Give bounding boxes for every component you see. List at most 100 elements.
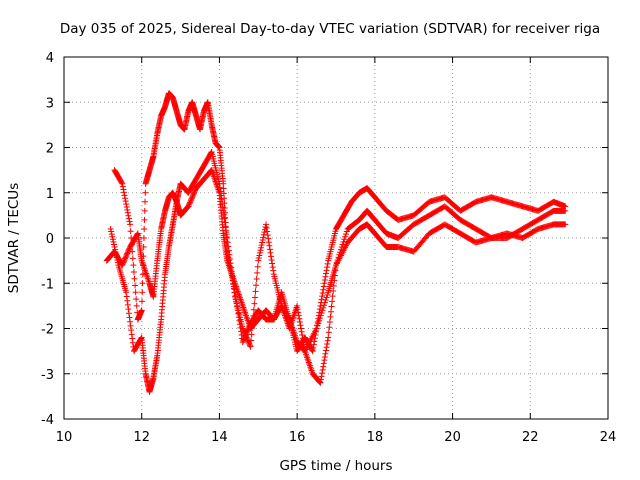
data-point: [110, 238, 117, 245]
data-point: [318, 373, 325, 380]
data-point: [127, 228, 134, 235]
data-point: [296, 319, 303, 326]
data-point: [319, 366, 326, 373]
data-point: [108, 231, 115, 238]
data-point: [323, 344, 330, 351]
data-point: [320, 286, 327, 293]
data-point: [317, 379, 324, 386]
data-point: [295, 309, 302, 316]
data-point: [125, 310, 132, 317]
data-point: [125, 247, 132, 254]
data-point: [342, 231, 349, 238]
data-point: [238, 328, 245, 335]
data-point: [255, 257, 262, 264]
data-point: [319, 289, 326, 296]
data-point: [133, 296, 140, 303]
data-point: [119, 260, 126, 267]
data-point: [309, 348, 316, 355]
data-point: [129, 255, 136, 262]
data-point: [243, 331, 250, 338]
y-axis-label: SDTVAR / TECUs: [6, 183, 22, 293]
data-point: [242, 332, 249, 339]
data-point: [248, 331, 255, 338]
data-point: [294, 302, 301, 309]
data-point: [323, 270, 330, 277]
data-point: [324, 341, 331, 348]
data-point: [237, 324, 244, 331]
data-point: [234, 303, 241, 310]
data-point: [243, 330, 250, 337]
data-point: [338, 244, 345, 251]
data-point: [324, 291, 331, 298]
data-point: [141, 207, 148, 214]
data-point: [320, 363, 327, 370]
data-point: [298, 328, 305, 335]
data-point: [246, 323, 253, 330]
data-point: [256, 249, 263, 256]
data-point: [264, 228, 271, 235]
data-point: [334, 256, 341, 263]
data-point: [248, 337, 255, 344]
data-point: [107, 225, 114, 232]
data-point: [123, 289, 130, 296]
data-point: [240, 336, 247, 343]
data-point: [255, 255, 262, 262]
data-point: [189, 194, 196, 201]
y-tick-label: 1: [46, 187, 54, 202]
data-point: [322, 350, 329, 357]
data-point: [323, 347, 330, 354]
data-point: [122, 198, 129, 205]
data-point: [326, 319, 333, 326]
data-point: [294, 306, 301, 313]
data-point: [124, 297, 131, 304]
data-point: [318, 299, 325, 306]
data-point: [322, 297, 329, 304]
data-point: [187, 199, 194, 206]
data-point: [125, 215, 132, 222]
data-point: [250, 306, 257, 313]
x-tick-label: 20: [444, 430, 461, 445]
data-point: [322, 273, 329, 280]
data-point: [329, 293, 336, 300]
data-point: [125, 246, 132, 253]
data-point: [109, 233, 116, 240]
data-point: [128, 327, 135, 334]
data-point: [109, 236, 116, 243]
data-point: [299, 331, 306, 338]
data-point: [125, 212, 132, 219]
data-point: [328, 303, 335, 310]
data-point: [310, 344, 317, 351]
data-point: [266, 242, 273, 249]
data-point: [124, 206, 131, 213]
data-point: [236, 317, 243, 324]
data-point: [320, 360, 327, 367]
data-point: [310, 341, 317, 348]
data-point: [224, 251, 231, 258]
data-point: [257, 247, 264, 254]
data-point: [236, 321, 243, 328]
data-points: [103, 90, 569, 395]
data-point: [224, 248, 231, 255]
data-point: [254, 263, 261, 270]
data-point: [331, 277, 338, 284]
data-point: [118, 179, 125, 186]
data-point: [245, 324, 252, 331]
data-point: [124, 249, 131, 256]
data-point: [313, 328, 320, 335]
data-point: [120, 258, 127, 265]
y-tick-label: 0: [46, 232, 54, 247]
data-point: [323, 294, 330, 301]
data-point: [328, 308, 335, 315]
y-tick-label: -2: [41, 323, 54, 338]
data-point: [267, 249, 274, 256]
data-point: [340, 238, 347, 245]
data-point: [120, 186, 127, 193]
data-point: [246, 342, 253, 349]
data-point: [240, 337, 247, 344]
data-point: [259, 239, 266, 246]
data-point: [114, 259, 121, 266]
data-point: [113, 254, 120, 261]
data-point: [140, 244, 147, 251]
data-point: [123, 251, 130, 258]
